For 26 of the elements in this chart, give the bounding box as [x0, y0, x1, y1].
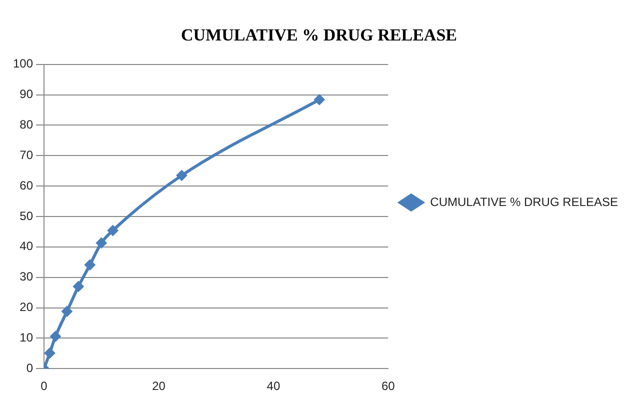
- y-tick-label: 80: [20, 118, 34, 132]
- y-tick-label: 90: [20, 87, 34, 102]
- point: [96, 237, 107, 248]
- y-tick-label: 40: [20, 239, 34, 254]
- point: [314, 94, 325, 106]
- y-tick-label: 0: [26, 360, 34, 375]
- point: [84, 259, 96, 270]
- legend-label: CUMULATIVE % DRUG RELEASE: [430, 194, 618, 209]
- x-tick-label: 0: [40, 379, 48, 394]
- y-tick-label: 60: [20, 178, 34, 192]
- y-tick-label: 70: [20, 148, 34, 162]
- y-tick-label: 30: [20, 270, 34, 284]
- x-tick-label: 40: [266, 379, 280, 394]
- y-tick-label: 50: [20, 208, 34, 223]
- point: [107, 224, 118, 236]
- point: [176, 170, 188, 181]
- point: [50, 330, 61, 342]
- y-tick-label: 20: [20, 300, 34, 314]
- point: [44, 348, 56, 359]
- chart-title: CUMULATIVE % DRUG RELEASE: [181, 26, 457, 45]
- x-tick-label: 60: [382, 379, 396, 394]
- point: [72, 280, 84, 292]
- y-tick-label: 100: [12, 56, 34, 71]
- y-tick-label: 10: [20, 330, 34, 344]
- point: [61, 306, 72, 317]
- x-tick-label: 20: [152, 379, 166, 394]
